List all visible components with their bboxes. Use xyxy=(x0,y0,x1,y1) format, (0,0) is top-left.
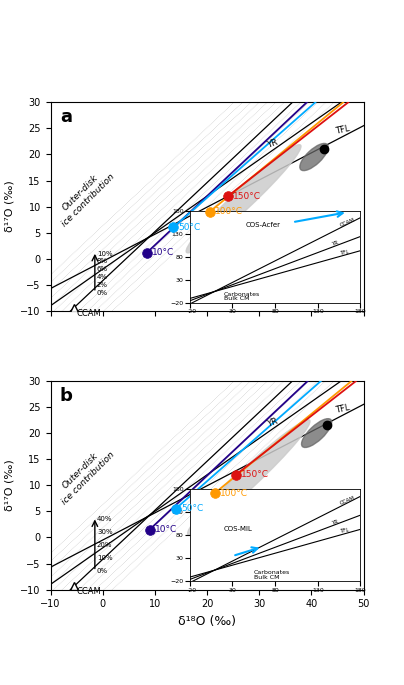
Text: 100°C: 100°C xyxy=(220,488,248,497)
Text: 30%: 30% xyxy=(97,530,113,535)
Text: 4%: 4% xyxy=(97,274,108,280)
Text: CCAM: CCAM xyxy=(77,587,101,596)
Text: 0%: 0% xyxy=(97,290,108,296)
Text: 50°C: 50°C xyxy=(178,223,201,232)
Text: CCAM: CCAM xyxy=(77,308,101,318)
Text: b: b xyxy=(60,387,73,405)
Text: 150°C: 150°C xyxy=(241,471,269,479)
Text: 20%: 20% xyxy=(97,543,112,548)
Text: a: a xyxy=(60,108,72,127)
Text: YR: YR xyxy=(266,138,279,150)
X-axis label: δ¹⁸O (‰): δ¹⁸O (‰) xyxy=(178,615,236,628)
Text: 10%: 10% xyxy=(97,251,113,257)
Text: 40%: 40% xyxy=(97,516,112,522)
Text: YR: YR xyxy=(266,416,279,429)
Text: Outer-disk
ice contribution: Outer-disk ice contribution xyxy=(53,164,116,228)
Ellipse shape xyxy=(187,420,310,535)
Text: 10°C: 10°C xyxy=(155,525,177,534)
Ellipse shape xyxy=(186,145,301,253)
Text: 50°C: 50°C xyxy=(181,504,203,513)
Text: TFL: TFL xyxy=(335,124,351,136)
Text: 150°C: 150°C xyxy=(233,192,261,201)
Y-axis label: δ¹⁷O (‰): δ¹⁷O (‰) xyxy=(5,181,15,232)
Text: 2%: 2% xyxy=(97,282,108,288)
Text: Outer-disk
ice contribution: Outer-disk ice contribution xyxy=(53,443,116,507)
Text: 100°C: 100°C xyxy=(215,208,243,216)
Text: TFL: TFL xyxy=(335,403,351,414)
Text: 10%: 10% xyxy=(97,556,113,561)
Ellipse shape xyxy=(301,419,332,447)
Y-axis label: δ¹⁷O (‰): δ¹⁷O (‰) xyxy=(5,460,15,511)
Ellipse shape xyxy=(300,143,328,171)
Text: 10°C: 10°C xyxy=(152,248,175,257)
Text: 0%: 0% xyxy=(97,569,108,574)
Text: 6%: 6% xyxy=(97,266,108,272)
Text: 8%: 8% xyxy=(97,258,108,264)
